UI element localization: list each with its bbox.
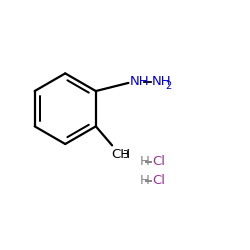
Text: 2: 2 [166, 80, 172, 90]
Text: NH: NH [152, 75, 171, 88]
Text: CH: CH [111, 148, 130, 161]
Text: 3: 3 [122, 150, 128, 160]
Text: Cl: Cl [152, 174, 165, 187]
Text: NH: NH [130, 75, 150, 88]
Text: Cl: Cl [152, 155, 165, 168]
Text: H: H [140, 155, 150, 168]
Text: H: H [140, 174, 150, 187]
